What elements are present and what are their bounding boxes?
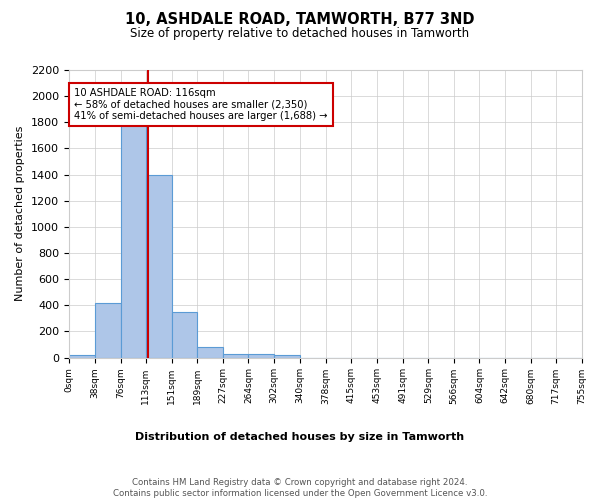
Y-axis label: Number of detached properties: Number of detached properties (16, 126, 25, 302)
Text: Contains HM Land Registry data © Crown copyright and database right 2024.
Contai: Contains HM Land Registry data © Crown c… (113, 478, 487, 498)
Text: Size of property relative to detached houses in Tamworth: Size of property relative to detached ho… (130, 28, 470, 40)
Bar (197, 347, 223, 358)
Text: 10 ASHDALE ROAD: 116sqm
← 58% of detached houses are smaller (2,350)
41% of semi: 10 ASHDALE ROAD: 116sqm ← 58% of detache… (74, 88, 328, 122)
Bar (248, 354, 274, 358)
Bar (69, 355, 95, 358)
Bar (95, 302, 121, 358)
Bar (274, 355, 300, 358)
Bar (223, 354, 248, 358)
Bar (121, 122, 146, 358)
Text: 10, ASHDALE ROAD, TAMWORTH, B77 3ND: 10, ASHDALE ROAD, TAMWORTH, B77 3ND (125, 12, 475, 28)
Bar (172, 312, 197, 358)
Text: Distribution of detached houses by size in Tamworth: Distribution of detached houses by size … (136, 432, 464, 442)
Bar (146, 174, 172, 358)
